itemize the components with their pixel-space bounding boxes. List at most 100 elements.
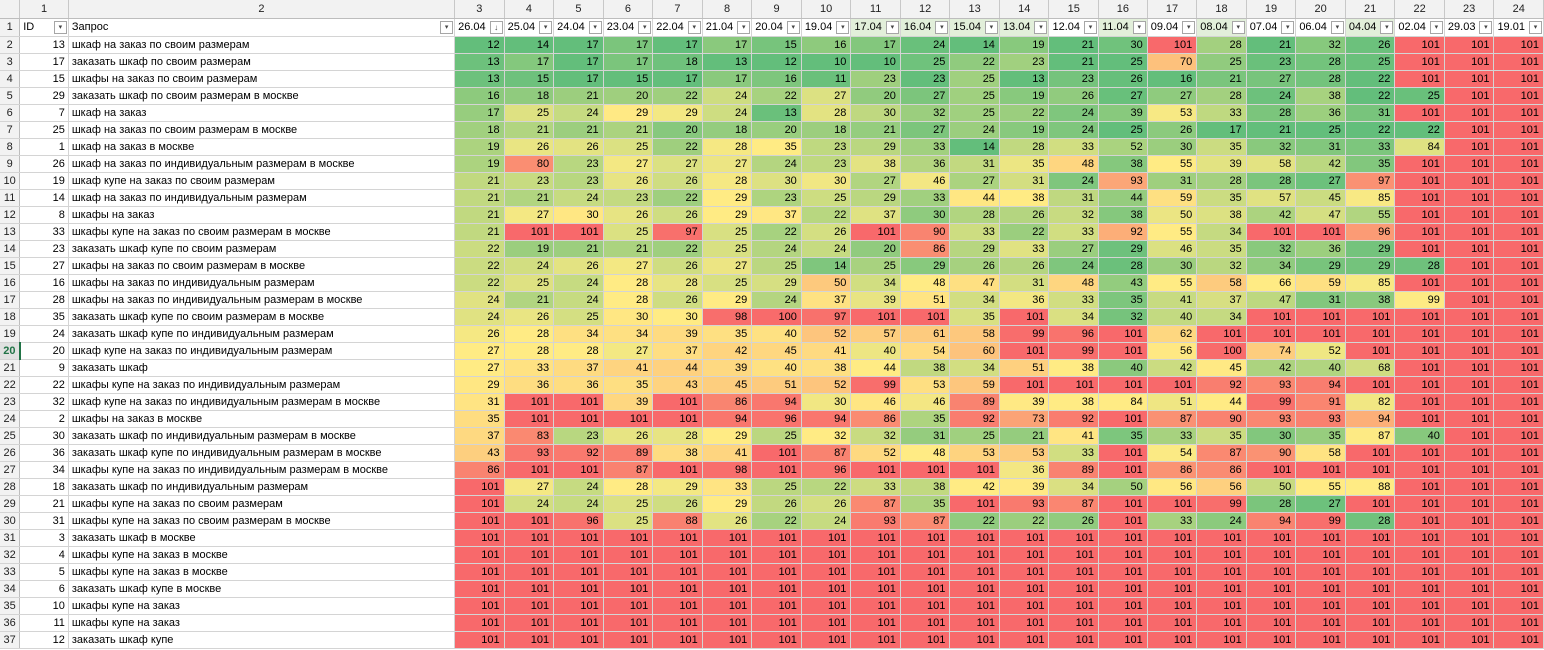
rank-cell[interactable]: 24 <box>504 257 555 275</box>
rank-cell[interactable]: 24 <box>553 104 604 122</box>
row-header[interactable]: 6 <box>0 104 21 122</box>
rank-cell[interactable]: 35 <box>949 308 1000 326</box>
rank-cell[interactable]: 50 <box>801 274 852 292</box>
rank-cell[interactable]: 32 <box>1246 138 1297 156</box>
rank-cell[interactable]: 101 <box>1493 512 1544 530</box>
rank-cell[interactable]: 101 <box>1098 376 1148 394</box>
rank-cell[interactable]: 44 <box>652 359 703 377</box>
rank-cell[interactable]: 21 <box>603 240 654 258</box>
rank-cell[interactable]: 18 <box>702 121 753 139</box>
rank-cell[interactable]: 21 <box>504 189 555 207</box>
rank-cell[interactable]: 33 <box>1048 223 1099 241</box>
column-header[interactable]: 20 <box>1295 0 1346 19</box>
rank-cell[interactable]: 21 <box>1246 36 1297 54</box>
rank-cell[interactable]: 38 <box>801 359 852 377</box>
rank-cell[interactable]: 101 <box>1196 325 1247 343</box>
query-cell[interactable]: шкаф купе на заказ по индивидуальным раз… <box>68 393 456 411</box>
rank-cell[interactable]: 101 <box>1493 529 1544 547</box>
rank-cell[interactable]: 101 <box>1444 597 1495 615</box>
rank-cell[interactable]: 89 <box>1048 461 1099 479</box>
rank-cell[interactable]: 101 <box>1246 631 1297 649</box>
rank-cell[interactable]: 35 <box>603 376 654 394</box>
rank-cell[interactable]: 13 <box>454 53 505 71</box>
rank-cell[interactable]: 39 <box>1196 155 1247 173</box>
rank-cell[interactable]: 28 <box>603 274 654 292</box>
filter-dropdown-icon[interactable]: ▾ <box>885 20 899 34</box>
rank-cell[interactable]: 96 <box>1048 325 1099 343</box>
query-cell[interactable]: шкафы купе на заказ в москве <box>68 546 456 564</box>
rank-cell[interactable]: 101 <box>1246 461 1297 479</box>
rank-cell[interactable]: 61 <box>900 325 951 343</box>
rank-cell[interactable]: 39 <box>999 478 1050 496</box>
rank-cell[interactable]: 54 <box>900 342 951 360</box>
query-cell[interactable]: шкаф на заказ в москве <box>68 138 456 156</box>
rank-cell[interactable]: 101 <box>850 597 901 615</box>
rank-cell[interactable]: 37 <box>801 291 852 309</box>
rank-cell[interactable]: 101 <box>1493 70 1544 88</box>
rank-cell[interactable]: 58 <box>949 325 1000 343</box>
rank-cell[interactable]: 82 <box>1345 393 1396 411</box>
rank-cell[interactable]: 101 <box>652 529 703 547</box>
query-cell[interactable]: шкафы на заказ по индивидуальным размера… <box>68 291 456 309</box>
rank-cell[interactable]: 29 <box>702 427 753 445</box>
rank-cell[interactable]: 33 <box>1147 427 1198 445</box>
filter-dropdown-icon[interactable]: ▾ <box>984 20 998 34</box>
rank-cell[interactable]: 101 <box>1444 53 1495 71</box>
rank-cell[interactable]: 101 <box>1444 206 1495 224</box>
rank-cell[interactable]: 101 <box>504 393 555 411</box>
rank-cell[interactable]: 33 <box>1048 444 1099 462</box>
rank-cell[interactable]: 101 <box>1444 87 1495 105</box>
rank-cell[interactable]: 101 <box>1098 614 1148 632</box>
rank-cell[interactable]: 27 <box>900 121 951 139</box>
rank-cell[interactable]: 96 <box>751 410 802 428</box>
rank-cell[interactable]: 101 <box>1444 70 1495 88</box>
rank-cell[interactable]: 22 <box>454 257 505 275</box>
rank-cell[interactable]: 101 <box>702 631 753 649</box>
rank-cell[interactable]: 96 <box>553 512 604 530</box>
rank-cell[interactable]: 39 <box>603 393 654 411</box>
rank-cell[interactable]: 86 <box>1147 461 1198 479</box>
rank-cell[interactable]: 101 <box>850 631 901 649</box>
rank-cell[interactable]: 101 <box>702 597 753 615</box>
rank-cell[interactable]: 35 <box>900 410 951 428</box>
rank-cell[interactable]: 101 <box>1444 359 1495 377</box>
rank-cell[interactable]: 46 <box>900 172 951 190</box>
rank-cell[interactable]: 38 <box>1098 206 1148 224</box>
rank-cell[interactable]: 101 <box>1147 563 1198 581</box>
rank-cell[interactable]: 29 <box>900 257 951 275</box>
rank-cell[interactable]: 34 <box>949 359 1000 377</box>
rank-cell[interactable]: 24 <box>751 291 802 309</box>
rank-cell[interactable]: 101 <box>850 580 901 598</box>
rank-cell[interactable]: 52 <box>850 444 901 462</box>
rank-cell[interactable]: 42 <box>1295 155 1346 173</box>
rank-cell[interactable]: 101 <box>1394 172 1445 190</box>
filter-dropdown-icon[interactable]: ▾ <box>1231 20 1245 34</box>
rank-cell[interactable]: 101 <box>900 580 951 598</box>
rank-cell[interactable]: 21 <box>553 240 604 258</box>
rank-cell[interactable]: 94 <box>702 410 753 428</box>
rank-cell[interactable]: 32 <box>1295 36 1346 54</box>
row-header[interactable]: 32 <box>0 546 21 564</box>
rank-cell[interactable]: 99 <box>1394 291 1445 309</box>
rank-cell[interactable]: 101 <box>1493 325 1544 343</box>
rank-cell[interactable]: 101 <box>1493 580 1544 598</box>
rank-cell[interactable]: 23 <box>1246 53 1297 71</box>
rank-cell[interactable]: 59 <box>1295 274 1346 292</box>
rank-cell[interactable]: 27 <box>504 478 555 496</box>
rank-cell[interactable]: 88 <box>1345 478 1396 496</box>
rank-cell[interactable]: 35 <box>1098 291 1148 309</box>
rank-cell[interactable]: 101 <box>1493 359 1544 377</box>
column-header[interactable]: 24 <box>1493 0 1544 19</box>
rank-cell[interactable]: 101 <box>999 342 1050 360</box>
filter-dropdown-icon[interactable]: ▾ <box>836 20 850 34</box>
rank-cell[interactable]: 28 <box>1295 70 1346 88</box>
rank-cell[interactable]: 101 <box>1444 614 1495 632</box>
rank-cell[interactable]: 23 <box>850 70 901 88</box>
rank-cell[interactable]: 101 <box>504 546 555 564</box>
rank-cell[interactable]: 25 <box>702 274 753 292</box>
rank-cell[interactable]: 15 <box>751 36 802 54</box>
rank-cell[interactable]: 30 <box>1147 138 1198 156</box>
rank-cell[interactable]: 26 <box>652 291 703 309</box>
rank-cell[interactable]: 101 <box>999 614 1050 632</box>
rank-cell[interactable]: 18 <box>454 121 505 139</box>
